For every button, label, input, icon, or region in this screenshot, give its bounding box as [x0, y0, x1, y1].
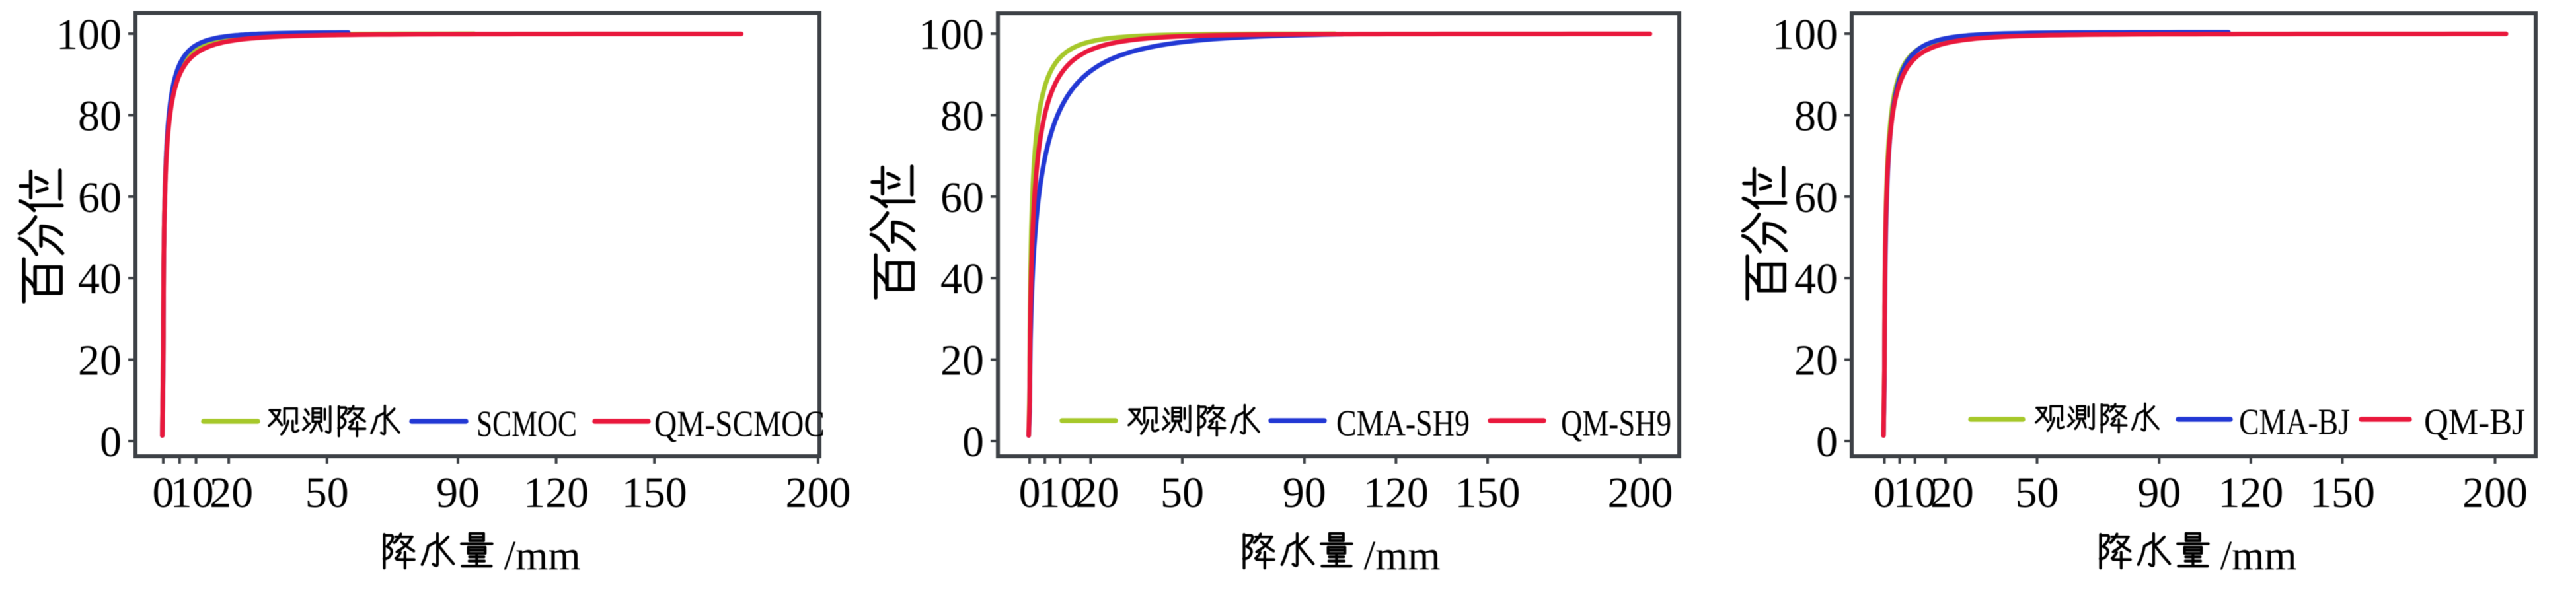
svg-text:150: 150: [2310, 469, 2375, 517]
svg-text:CMA-BJ: CMA-BJ: [2239, 402, 2350, 443]
svg-text:20: 20: [1930, 469, 1974, 517]
svg-text:QM-SH9: QM-SH9: [1561, 403, 1671, 444]
svg-text:90: 90: [2137, 469, 2181, 517]
svg-text:0: 0: [1874, 469, 1895, 517]
svg-text:0: 0: [962, 418, 984, 466]
svg-text:0: 0: [153, 469, 174, 517]
svg-text:100: 100: [1772, 11, 1838, 59]
svg-text:80: 80: [940, 92, 984, 140]
svg-text:50: 50: [1160, 469, 1204, 517]
svg-text:120: 120: [2218, 469, 2283, 517]
svg-text:200: 200: [2462, 469, 2528, 517]
svg-text:10: 10: [170, 469, 214, 517]
svg-text:120: 120: [1363, 469, 1429, 517]
svg-text:60: 60: [940, 174, 984, 222]
svg-text:20: 20: [78, 337, 122, 385]
svg-text:0: 0: [100, 418, 122, 466]
svg-text:QM-SCMOC: QM-SCMOC: [654, 404, 825, 445]
svg-text:80: 80: [1794, 92, 1838, 140]
svg-text:40: 40: [78, 255, 122, 303]
svg-text:20: 20: [209, 469, 253, 517]
svg-text:SCMOC: SCMOC: [476, 404, 577, 445]
svg-text:/mm: /mm: [1364, 534, 1441, 578]
svg-text:QM-BJ: QM-BJ: [2424, 402, 2525, 443]
svg-text:/mm: /mm: [2220, 534, 2297, 578]
svg-text:200: 200: [786, 469, 851, 517]
svg-text:100: 100: [919, 11, 984, 59]
svg-text:120: 120: [523, 469, 589, 517]
svg-text:0: 0: [1019, 469, 1041, 517]
svg-text:150: 150: [1455, 469, 1521, 517]
svg-text:100: 100: [56, 11, 122, 59]
svg-text:20: 20: [940, 337, 984, 385]
svg-text:20: 20: [1075, 469, 1119, 517]
svg-text:CMA-SH9: CMA-SH9: [1336, 403, 1470, 444]
svg-text:20: 20: [1794, 337, 1838, 385]
svg-text:80: 80: [78, 92, 122, 140]
svg-text:150: 150: [622, 469, 687, 517]
svg-text:60: 60: [78, 174, 122, 222]
svg-text:90: 90: [1283, 469, 1326, 517]
svg-text:10: 10: [1038, 469, 1082, 517]
svg-text:40: 40: [1794, 255, 1838, 303]
svg-text:200: 200: [1608, 469, 1673, 517]
svg-text:50: 50: [2016, 469, 2059, 517]
svg-text:40: 40: [940, 255, 984, 303]
svg-text:10: 10: [1893, 469, 1937, 517]
svg-text:90: 90: [436, 469, 480, 517]
svg-text:50: 50: [305, 469, 349, 517]
svg-text:60: 60: [1794, 174, 1838, 222]
svg-text:0: 0: [1816, 418, 1838, 466]
svg-text:/mm: /mm: [504, 534, 581, 578]
